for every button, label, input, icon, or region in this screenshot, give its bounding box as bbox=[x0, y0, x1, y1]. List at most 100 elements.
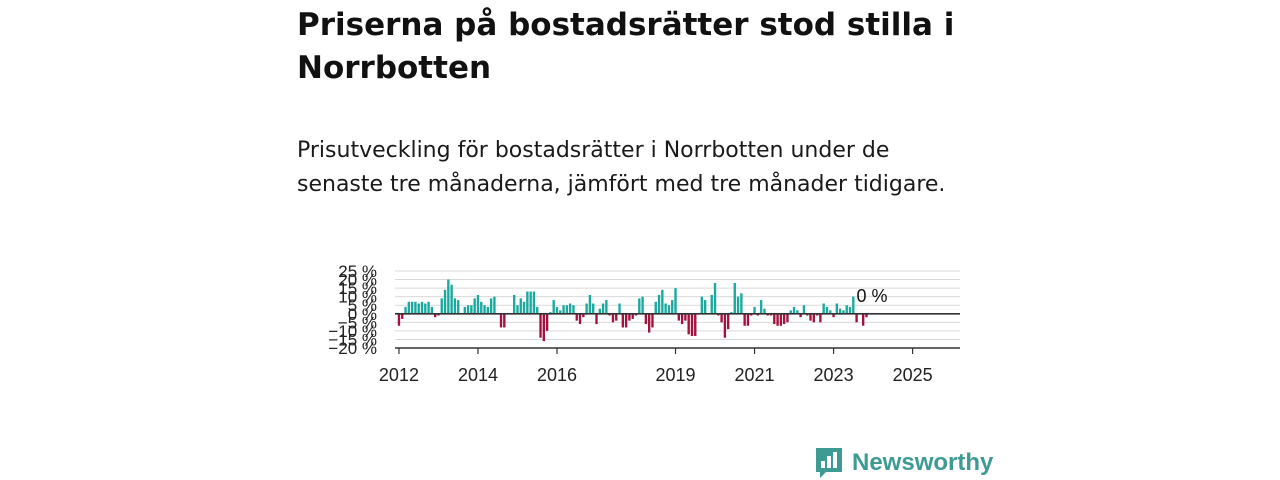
bar bbox=[690, 313, 694, 337]
bar bbox=[480, 301, 483, 314]
bar bbox=[401, 313, 404, 319]
bar bbox=[832, 313, 835, 318]
x-tick-labels: 2012 2014 2016 2019 2021 2023 2025 bbox=[379, 365, 933, 385]
bar bbox=[595, 313, 598, 325]
y-tick-label: −20 % bbox=[328, 339, 377, 358]
bar bbox=[598, 308, 601, 314]
bar bbox=[789, 310, 792, 314]
bar bbox=[664, 303, 667, 314]
bar bbox=[585, 303, 588, 314]
bar bbox=[447, 279, 450, 314]
bar bbox=[782, 313, 786, 325]
bar bbox=[792, 306, 796, 314]
x-tick-label: 2014 bbox=[458, 365, 498, 385]
bar bbox=[615, 313, 618, 321]
bar bbox=[746, 313, 750, 326]
bar bbox=[753, 306, 756, 314]
bar bbox=[575, 313, 578, 321]
bar bbox=[743, 313, 746, 326]
bar bbox=[437, 313, 440, 316]
bar bbox=[549, 312, 552, 314]
bar bbox=[476, 294, 480, 314]
bar bbox=[671, 300, 674, 314]
bar bbox=[822, 303, 825, 314]
bar bbox=[750, 313, 753, 316]
bar bbox=[756, 313, 760, 316]
bar bbox=[786, 313, 789, 323]
bar bbox=[443, 289, 447, 314]
grid-lines bbox=[395, 270, 960, 349]
bar bbox=[542, 313, 546, 342]
bar bbox=[694, 313, 697, 337]
bar bbox=[470, 305, 473, 314]
bar bbox=[519, 298, 522, 314]
newsworthy-logo: Newsworthy bbox=[814, 446, 993, 480]
bar bbox=[644, 313, 648, 325]
bar bbox=[466, 305, 470, 314]
bar bbox=[717, 313, 720, 316]
bar bbox=[796, 310, 799, 314]
bar bbox=[397, 313, 401, 326]
bar bbox=[779, 313, 783, 326]
bar bbox=[608, 313, 611, 316]
bar bbox=[450, 284, 453, 314]
y-tick-label: 25 % bbox=[338, 262, 377, 281]
bar bbox=[727, 313, 730, 330]
bar bbox=[736, 296, 740, 314]
bar bbox=[651, 313, 654, 328]
bar bbox=[740, 293, 743, 314]
bar bbox=[578, 313, 582, 325]
bar bbox=[483, 305, 486, 314]
chart-title: Priserna på bostadsrätter stod stilla i … bbox=[297, 7, 955, 86]
bar bbox=[806, 313, 809, 316]
bar bbox=[815, 313, 819, 316]
bar bbox=[562, 305, 565, 314]
x-tick-label: 2023 bbox=[814, 365, 854, 385]
bar bbox=[605, 300, 608, 314]
bar bbox=[809, 313, 812, 321]
bar bbox=[763, 308, 766, 314]
bar bbox=[733, 282, 736, 314]
bar bbox=[674, 288, 677, 314]
bar bbox=[641, 296, 644, 314]
bar bbox=[407, 301, 411, 314]
bar bbox=[536, 306, 539, 314]
bar bbox=[568, 303, 572, 314]
y-tick-label: 5 % bbox=[348, 296, 377, 315]
bar bbox=[618, 303, 621, 314]
axes bbox=[395, 312, 960, 354]
bar bbox=[855, 313, 858, 323]
bar bbox=[463, 306, 466, 314]
bar bbox=[654, 301, 657, 314]
bar bbox=[486, 306, 490, 314]
bar bbox=[565, 305, 569, 314]
x-tick-label: 2025 bbox=[893, 365, 933, 385]
bar bbox=[684, 313, 687, 321]
bar bbox=[624, 313, 628, 328]
bar bbox=[802, 305, 806, 314]
bar bbox=[592, 303, 595, 314]
bar bbox=[532, 291, 536, 314]
bar bbox=[634, 313, 638, 316]
y-tick-label: 20 % bbox=[338, 271, 377, 290]
y-tick-label: 0 % bbox=[348, 305, 377, 324]
bar bbox=[687, 313, 690, 335]
bar bbox=[848, 306, 852, 314]
bar bbox=[427, 301, 430, 314]
bar bbox=[621, 313, 625, 328]
bar bbox=[420, 301, 424, 314]
bar bbox=[516, 305, 519, 314]
bar bbox=[720, 313, 723, 323]
newsworthy-logo-icon bbox=[816, 448, 842, 478]
bar bbox=[835, 303, 839, 314]
bar bbox=[677, 313, 680, 321]
bar bbox=[513, 294, 516, 314]
x-tick-label: 2012 bbox=[379, 365, 419, 385]
bar bbox=[825, 306, 829, 314]
bar bbox=[667, 305, 671, 314]
bar bbox=[404, 306, 407, 314]
bar bbox=[611, 313, 615, 323]
bar bbox=[819, 313, 822, 323]
y-tick-label: −5 % bbox=[338, 313, 377, 332]
bar bbox=[829, 310, 832, 314]
